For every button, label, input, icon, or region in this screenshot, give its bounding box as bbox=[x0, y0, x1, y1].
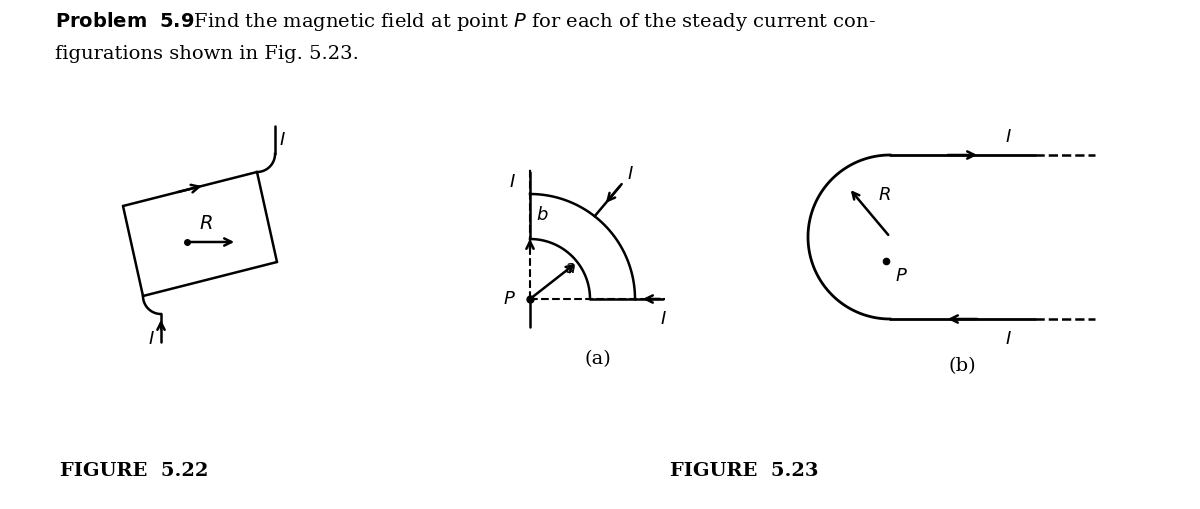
Text: figurations shown in Fig. 5.23.: figurations shown in Fig. 5.23. bbox=[55, 45, 359, 63]
Text: $I$: $I$ bbox=[660, 309, 666, 327]
Text: FIGURE  5.22: FIGURE 5.22 bbox=[60, 461, 209, 479]
Text: $I$: $I$ bbox=[509, 173, 516, 191]
Text: $I$: $I$ bbox=[278, 131, 286, 149]
Text: $a$: $a$ bbox=[564, 258, 576, 276]
Text: $P$: $P$ bbox=[895, 267, 908, 285]
Text: $I$: $I$ bbox=[1004, 329, 1012, 347]
Text: $R$: $R$ bbox=[199, 215, 212, 233]
Text: (a): (a) bbox=[584, 349, 611, 367]
Text: $b$: $b$ bbox=[536, 206, 548, 224]
Text: FIGURE  5.23: FIGURE 5.23 bbox=[670, 461, 818, 479]
Text: $I$: $I$ bbox=[1004, 128, 1012, 146]
Text: (b): (b) bbox=[948, 356, 976, 374]
Text: $R$: $R$ bbox=[878, 185, 890, 203]
Text: $\mathbf{Problem\ \ 5.9}$Find the magnetic field at point $P$ for each of the st: $\mathbf{Problem\ \ 5.9}$Find the magnet… bbox=[55, 10, 876, 33]
Text: $P$: $P$ bbox=[503, 290, 516, 307]
Text: $I$: $I$ bbox=[626, 165, 634, 183]
Text: $I$: $I$ bbox=[148, 329, 155, 347]
